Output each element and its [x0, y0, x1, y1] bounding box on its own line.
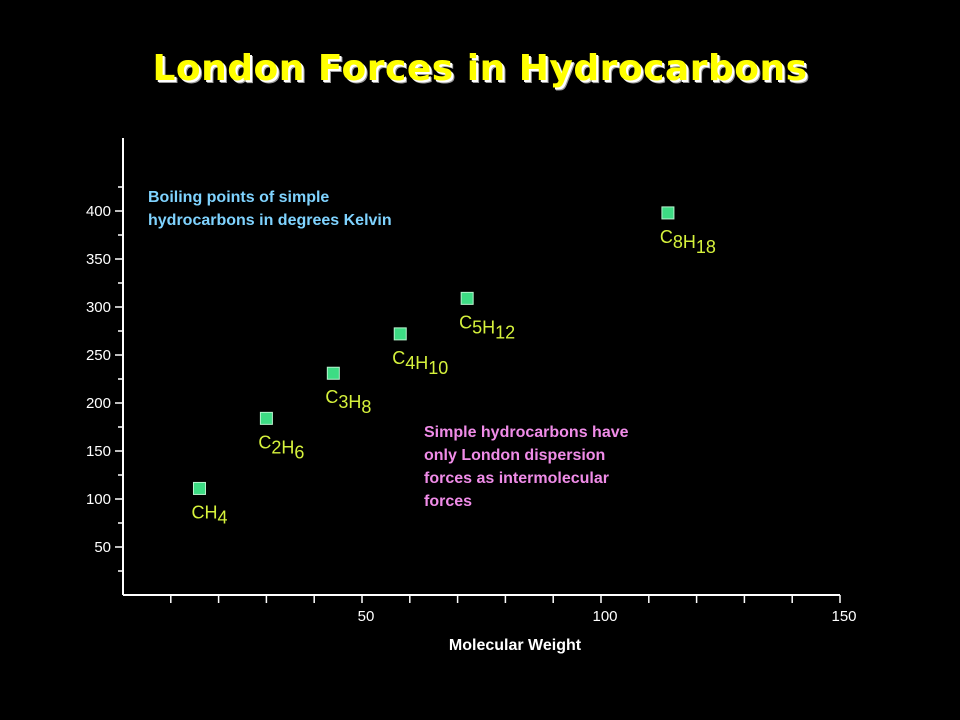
x-tick-label: 150 [831, 608, 856, 625]
x-tick-label: 50 [358, 608, 375, 625]
y-tick-label: 150 [86, 443, 111, 460]
y-tick-label: 300 [86, 299, 111, 316]
data-point-c4h10 [393, 327, 407, 341]
data-points: CH4 C2H6 C3H8 C4H10 C5H12 C8H18 [191, 206, 716, 527]
y-tick-label: 50 [94, 539, 111, 556]
y-tick-label: 350 [86, 251, 111, 268]
data-point-label: C3H8 [325, 387, 371, 417]
x-axis-title: Molecular Weight [449, 637, 582, 654]
data-point-c3h8 [326, 366, 340, 380]
annotation-london-forces: Simple hydrocarbons have only London disp… [424, 424, 629, 510]
data-point-label: C4H10 [392, 348, 448, 378]
y-axis-ticks: 50 100 150 200 250 300 350 400 [86, 186, 123, 572]
data-point-label: C2H6 [258, 432, 304, 462]
data-point-c2h6 [259, 411, 273, 425]
y-tick-label: 200 [86, 395, 111, 412]
data-point-c8h18 [661, 206, 675, 220]
data-point-ch4 [192, 481, 206, 495]
data-point-c5h12 [460, 291, 474, 305]
chart-axes [122, 138, 840, 596]
x-axis-ticks: 50 100 150 Molecular Weight [170, 595, 857, 654]
data-point-label: C5H12 [459, 312, 515, 342]
slide-title: London Forces in Hydrocarbons [152, 48, 808, 89]
chart-annotations: Boiling points of simple hydrocarbons in … [148, 189, 629, 510]
annotation-boiling-points: Boiling points of simple hydrocarbons in … [148, 189, 392, 229]
y-tick-label: 250 [86, 347, 111, 364]
data-point-label: CH4 [191, 502, 227, 527]
data-point-label: C8H18 [660, 227, 716, 257]
y-tick-label: 400 [86, 203, 111, 220]
x-tick-label: 100 [592, 608, 617, 625]
y-tick-label: 100 [86, 491, 111, 508]
